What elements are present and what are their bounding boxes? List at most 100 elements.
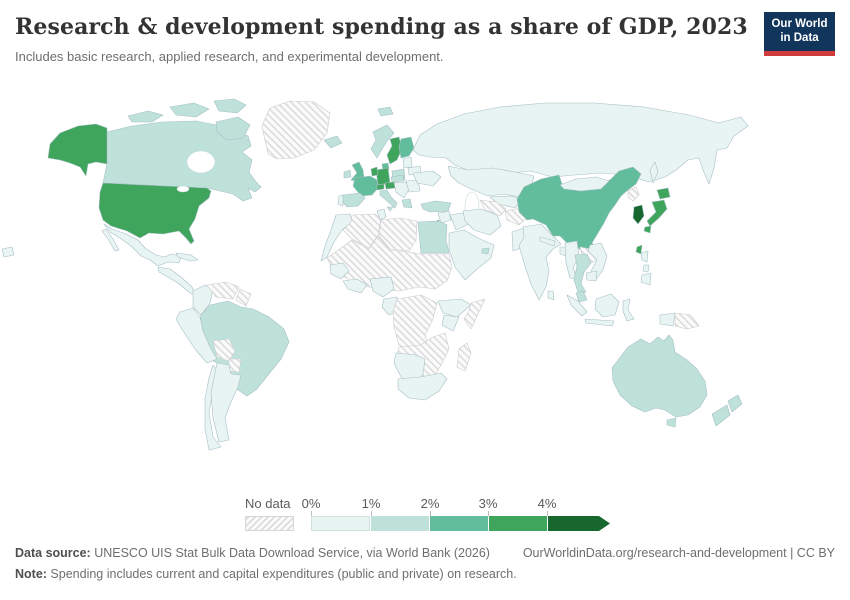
map-region-tunisia[interactable] bbox=[376, 208, 387, 221]
citation-link[interactable]: OurWorldinData.org/research-and-developm… bbox=[522, 546, 835, 560]
map-region-ukraine[interactable] bbox=[412, 170, 442, 187]
note-line: Note: Spending includes current and capi… bbox=[15, 567, 835, 581]
map-region-morocco[interactable] bbox=[320, 213, 353, 262]
map-region-north-korea[interactable] bbox=[627, 186, 640, 202]
map-region-austria[interactable] bbox=[384, 181, 396, 190]
map-region-new-zealand[interactable] bbox=[711, 394, 743, 427]
map-region-switzerland[interactable] bbox=[376, 183, 385, 191]
legend-no-data-swatch[interactable] bbox=[245, 516, 294, 531]
legend-bin-2-3%[interactable] bbox=[429, 516, 488, 531]
owid-logo[interactable]: Our World in Data bbox=[764, 12, 835, 56]
map-region-romania-bulgaria[interactable] bbox=[405, 179, 421, 193]
legend-no-data-label: No data bbox=[245, 496, 291, 511]
map-region-alaska-usa[interactable] bbox=[47, 123, 108, 177]
legend-tick-4: 4% bbox=[537, 496, 557, 511]
map-region-united-arab-emirates[interactable] bbox=[481, 247, 490, 255]
map-region-thailand[interactable] bbox=[573, 253, 592, 296]
map-region-svalbard[interactable] bbox=[377, 106, 394, 117]
map-region-france[interactable] bbox=[352, 175, 379, 197]
legend-bin-4%+[interactable] bbox=[547, 516, 610, 531]
map-region-indonesia[interactable] bbox=[566, 293, 676, 327]
map-region-turkmenistan[interactable] bbox=[479, 199, 507, 217]
map-region-sweden[interactable] bbox=[386, 136, 403, 165]
chart-subtitle: Includes basic research, applied researc… bbox=[15, 49, 444, 64]
map-region-spain[interactable] bbox=[340, 192, 366, 208]
map-region-south-korea[interactable] bbox=[632, 204, 645, 225]
map-region-egypt[interactable] bbox=[417, 220, 450, 254]
legend-tickmark bbox=[488, 511, 489, 516]
map-region-greenland[interactable] bbox=[261, 100, 331, 160]
hudson-bay bbox=[186, 150, 216, 174]
map-region-canada[interactable] bbox=[102, 120, 262, 202]
map-region-mexico[interactable] bbox=[101, 223, 182, 267]
map-region-paraguay[interactable] bbox=[228, 358, 242, 373]
map-region-chukotka-sliver[interactable] bbox=[1, 246, 15, 258]
map-region-ireland[interactable] bbox=[343, 169, 352, 179]
legend-bin-3-4%[interactable] bbox=[488, 516, 547, 531]
map-region-united-states[interactable] bbox=[98, 182, 212, 245]
map-region-australia[interactable] bbox=[611, 334, 708, 428]
map-region-kenya[interactable] bbox=[441, 314, 460, 332]
map-region-west-africa-coast[interactable] bbox=[342, 278, 368, 294]
map-region-taiwan[interactable] bbox=[635, 244, 643, 255]
map-region-libya[interactable] bbox=[378, 217, 418, 252]
legend-tickmark bbox=[430, 511, 431, 516]
map-region-philippines[interactable] bbox=[640, 250, 652, 286]
map-region-somalia[interactable] bbox=[463, 298, 486, 330]
map-region-iran[interactable] bbox=[462, 208, 502, 236]
chart-footer: Data source: UNESCO UIS Stat Bulk Data D… bbox=[15, 546, 835, 581]
map-region-myanmar[interactable] bbox=[564, 240, 580, 280]
map-region-peru-ecuador[interactable] bbox=[175, 307, 218, 364]
map-region-italy[interactable] bbox=[379, 189, 398, 212]
map-region-portugal[interactable] bbox=[337, 194, 344, 207]
map-region-greece[interactable] bbox=[401, 198, 413, 209]
legend-tick-2: 2% bbox=[420, 496, 440, 511]
world-map-container bbox=[0, 88, 850, 493]
legend-color-bar bbox=[311, 516, 610, 531]
map-region-bolivia[interactable] bbox=[212, 338, 236, 362]
map-region-madagascar[interactable] bbox=[456, 342, 472, 372]
map-region-canada-arctic-islands[interactable] bbox=[127, 98, 251, 141]
map-region-norway[interactable] bbox=[370, 124, 395, 159]
map-region-czechia-slovakia[interactable] bbox=[390, 174, 405, 183]
map-region-papua-new-guinea[interactable] bbox=[674, 312, 700, 330]
owid-logo-line2: in Data bbox=[780, 31, 819, 44]
legend-scale: 0% 1% 2% 3% 4% bbox=[302, 493, 621, 537]
map-region-baltic-states[interactable] bbox=[402, 156, 413, 169]
map-region-syria-jordan[interactable] bbox=[437, 210, 452, 224]
map-region-sri-lanka[interactable] bbox=[547, 290, 555, 301]
legend-tickmark bbox=[311, 511, 312, 516]
owid-logo-line1: Our World bbox=[771, 17, 828, 30]
map-region-finland[interactable] bbox=[398, 136, 415, 159]
map-region-central-america[interactable] bbox=[157, 266, 197, 296]
map-region-south-africa[interactable] bbox=[397, 372, 448, 401]
map-region-balkans[interactable] bbox=[393, 181, 410, 199]
map-region-cambodia[interactable] bbox=[585, 270, 598, 282]
map-region-ethiopia[interactable] bbox=[437, 298, 472, 318]
map-region-colombia[interactable] bbox=[192, 284, 214, 316]
map-region-iceland[interactable] bbox=[323, 135, 343, 149]
legend-tickmark bbox=[371, 511, 372, 516]
map-region-nepal[interactable] bbox=[539, 236, 556, 247]
map-region-sakhalin[interactable] bbox=[649, 161, 659, 184]
map-region-mongolia[interactable] bbox=[559, 176, 610, 192]
map-region-venezuela[interactable] bbox=[206, 281, 240, 300]
map-region-japan[interactable] bbox=[643, 187, 671, 234]
map-region-guyanas[interactable] bbox=[235, 288, 252, 307]
data-source-line: Data source: UNESCO UIS Stat Bulk Data D… bbox=[15, 546, 490, 560]
legend-tick-0: 0% bbox=[301, 496, 321, 511]
map-region-turkey[interactable] bbox=[420, 200, 452, 213]
map-region-senegal-guinea[interactable] bbox=[329, 262, 350, 280]
legend-bin-0-1%[interactable] bbox=[311, 516, 370, 531]
legend-bin-1-2%[interactable] bbox=[370, 516, 429, 531]
map-region-benelux[interactable] bbox=[370, 166, 379, 177]
map-region-nigeria[interactable] bbox=[369, 276, 395, 298]
map-region-algeria[interactable] bbox=[342, 213, 382, 249]
world-map bbox=[1, 98, 749, 451]
chart-title: Research & development spending as a sha… bbox=[15, 14, 748, 40]
map-region-cuba[interactable] bbox=[175, 252, 199, 262]
map-region-arabian-peninsula[interactable] bbox=[448, 229, 495, 281]
legend-tickmark bbox=[547, 511, 548, 516]
map-region-argentina[interactable] bbox=[210, 362, 242, 443]
